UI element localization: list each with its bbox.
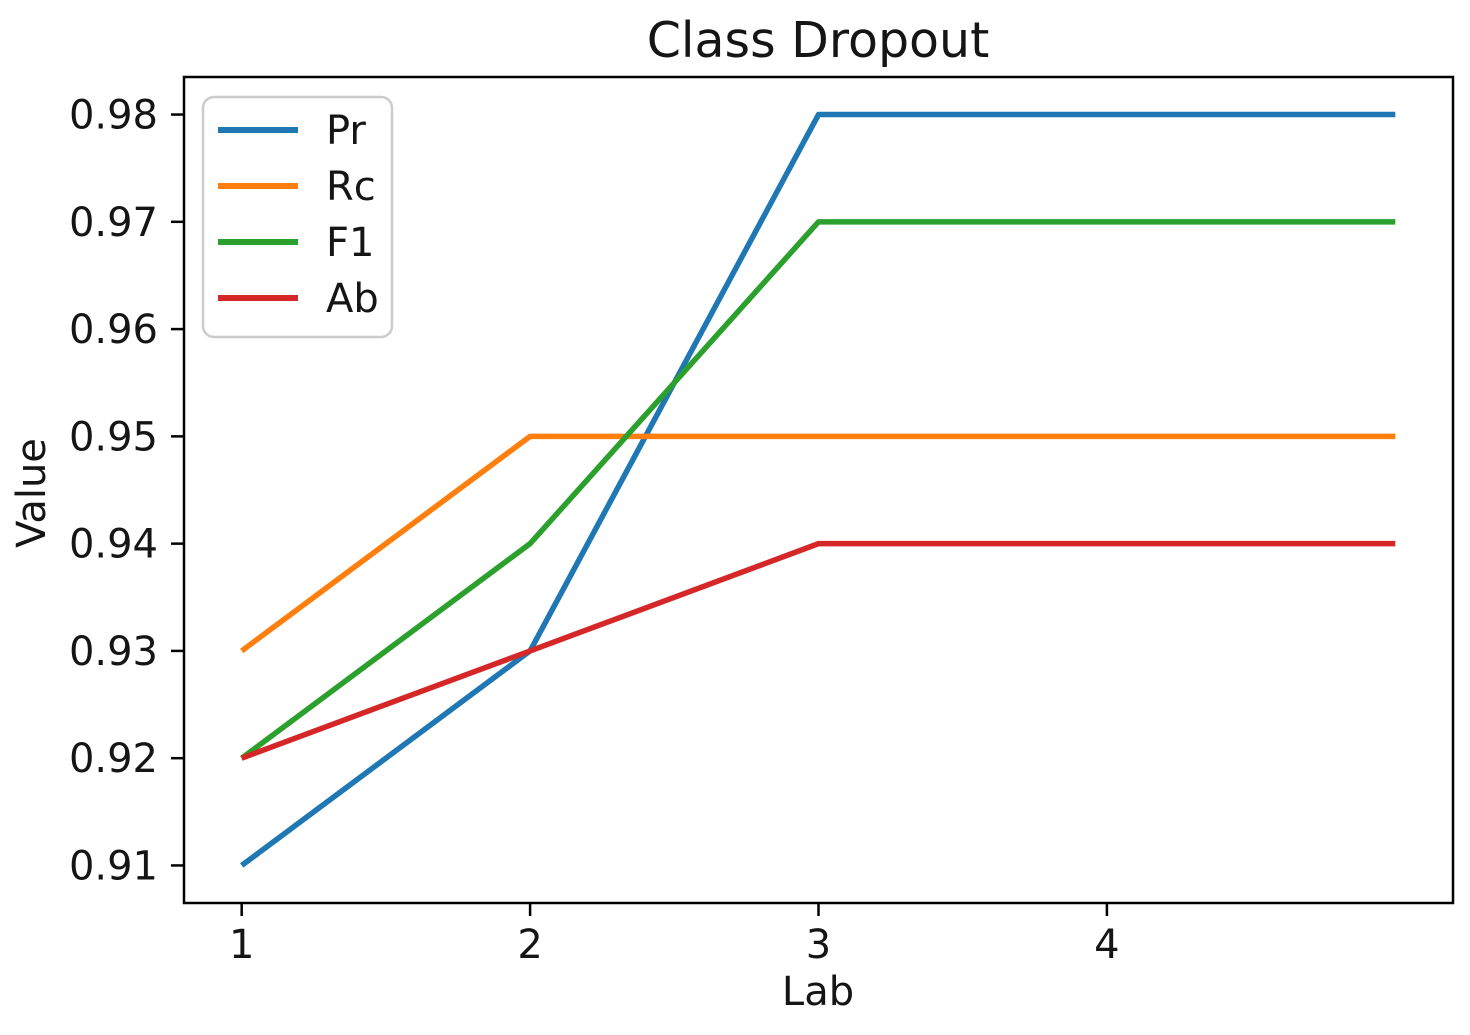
y-tick-label: 0.91 [69, 843, 158, 889]
y-tick-label: 0.94 [69, 522, 158, 568]
series-line-pr [240, 111, 1396, 868]
x-tick-label: 1 [229, 922, 254, 968]
legend-label-rc: Rc [326, 164, 376, 210]
series-line-ab [240, 540, 1396, 761]
x-tick-label: 2 [517, 922, 542, 968]
series-line-f1 [240, 219, 1396, 761]
series-group [240, 111, 1396, 868]
y-tick-label: 0.97 [69, 200, 158, 246]
legend-label-pr: Pr [326, 108, 366, 154]
y-tick-label: 0.95 [69, 414, 158, 460]
y-tick-label: 0.93 [69, 629, 158, 675]
y-tick-label: 0.98 [69, 93, 158, 139]
x-axis-label: Lab [782, 969, 854, 1015]
legend-entries: Pr Rc F1 Ab [218, 108, 379, 322]
legend-label-f1: F1 [326, 220, 374, 266]
legend-box [201, 95, 394, 339]
legend-label-ab: Ab [326, 276, 379, 322]
series-line-rc [240, 433, 1396, 654]
y-axis-label: Value [9, 438, 55, 548]
x-tick-label: 4 [1094, 922, 1119, 968]
legend: Pr Rc F1 Ab [201, 95, 394, 339]
chart-title: Class Dropout [647, 12, 990, 69]
y-tick-label: 0.92 [69, 736, 158, 782]
axis-ticks: 1 2 3 4 0.91 0.92 0.93 0.94 0.95 0.96 0.97 0.98 [69, 93, 1120, 968]
y-tick-label: 0.96 [69, 307, 158, 353]
x-tick-label: 3 [806, 922, 831, 968]
